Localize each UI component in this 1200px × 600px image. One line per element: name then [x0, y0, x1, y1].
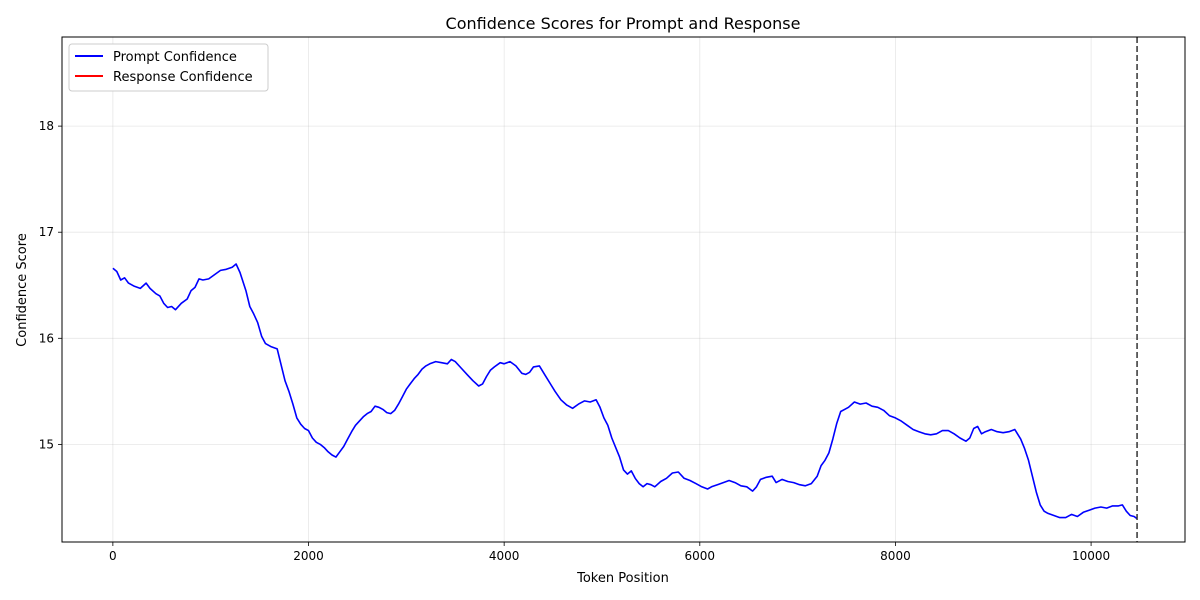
tick-layer: 0 2000 4000 6000 8000 10000 15 16 17 18 [39, 119, 1110, 563]
plot-area-frame [61, 36, 1186, 543]
legend-response-label: Response Confidence [113, 70, 253, 85]
x-tick-label: 4000 [489, 549, 520, 563]
y-axis-title: Confidence Score [15, 233, 30, 347]
chart-title: Confidence Scores for Prompt and Respons… [446, 14, 801, 33]
y-tick-label: 18 [39, 119, 54, 133]
series-layer [112, 263, 1138, 520]
x-tick-label: 8000 [880, 549, 911, 563]
x-tick-label: 10000 [1072, 549, 1110, 563]
x-tick-label: 0 [109, 549, 117, 563]
y-tick-label: 15 [39, 437, 54, 451]
legend: Prompt Confidence Response Confidence [68, 43, 269, 92]
y-tick-label: 16 [39, 331, 54, 345]
x-tick-label: 2000 [293, 549, 324, 563]
series-line-0 [112, 263, 1138, 520]
grid-layer [62, 37, 1185, 542]
legend-box [68, 43, 269, 92]
y-tick-label: 17 [39, 225, 54, 239]
legend-prompt-label: Prompt Confidence [113, 50, 237, 65]
x-axis-title: Token Position [576, 571, 669, 586]
x-tick-label: 6000 [685, 549, 716, 563]
